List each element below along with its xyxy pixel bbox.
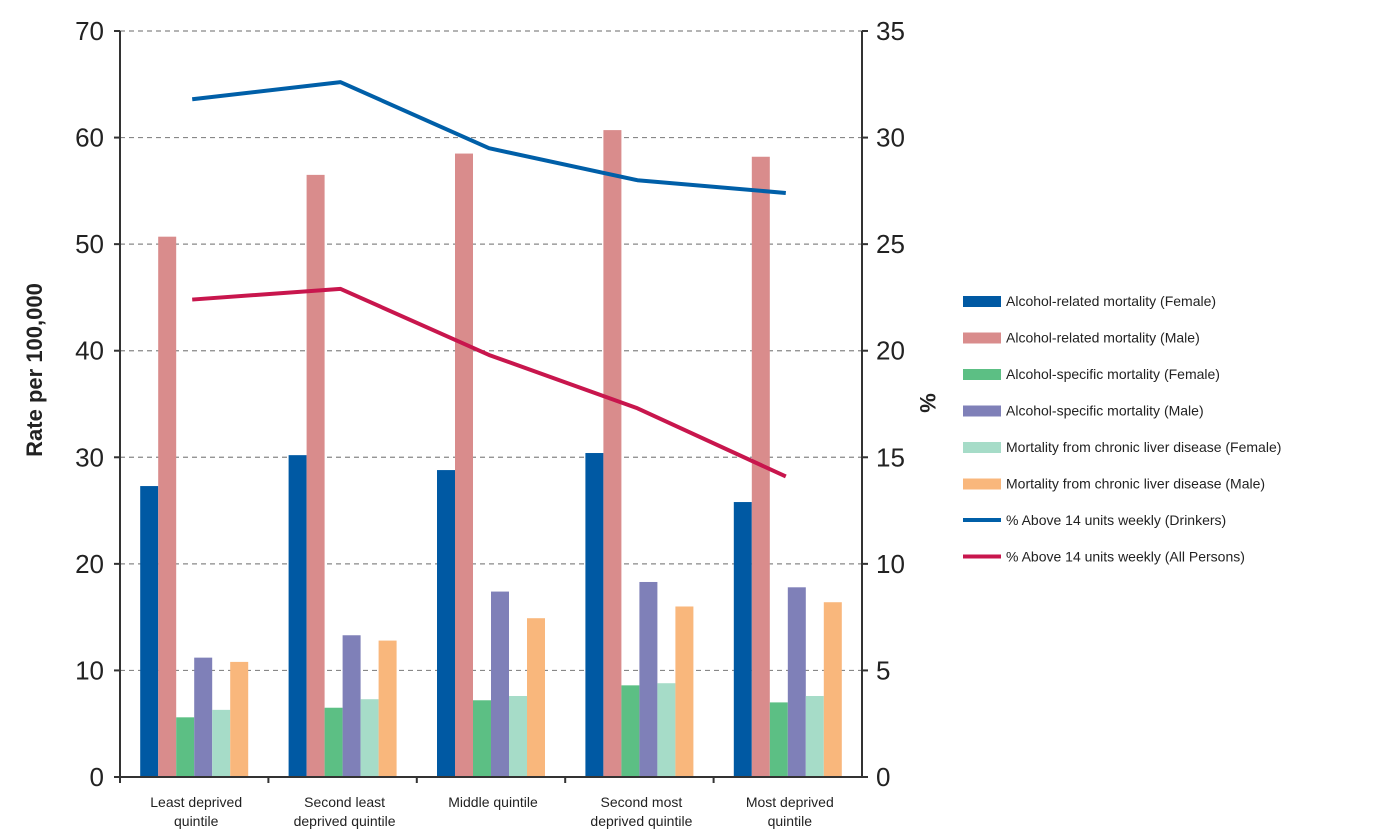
y2-tick-label: 10: [876, 549, 905, 579]
legend-swatch: [963, 296, 1001, 307]
x-tick-label: Second least deprived quintile: [294, 794, 396, 829]
bar: [324, 707, 343, 777]
y-tick-label: 30: [75, 442, 104, 472]
series-line: [192, 286, 787, 479]
y2-tick-label: 25: [876, 229, 905, 259]
y2-tick-label: 15: [876, 442, 905, 472]
legend-swatch: [963, 518, 1001, 522]
bar: [306, 174, 325, 777]
bar: [342, 635, 361, 777]
legend-swatch: [963, 478, 1001, 490]
bar: [733, 502, 752, 777]
y2-tick-label: 20: [876, 336, 905, 366]
bar: [509, 696, 527, 777]
bar: [675, 606, 694, 777]
legend-label: Alcohol-specific mortality (Male): [1006, 403, 1204, 419]
tick-labels: 0 10 20 30 40 50 60 70 0 5 10 15 20 25 30 35 Least depri…: [75, 16, 905, 829]
x-tick-label: Least deprived quintile: [150, 794, 242, 829]
bar: [230, 661, 249, 777]
legend-label: % Above 14 units weekly (Drinkers): [1006, 512, 1226, 528]
y-tick-label: 0: [90, 762, 104, 792]
legend-swatch: [963, 554, 1001, 559]
bar: [527, 618, 545, 777]
bar: [437, 470, 455, 777]
legend-label: Alcohol-specific mortality (Female): [1006, 366, 1220, 382]
bar: [805, 696, 824, 777]
bar: [657, 683, 676, 777]
bar: [473, 700, 491, 777]
bar: [639, 581, 658, 777]
y-axis-title: Rate per 100,000: [22, 283, 47, 457]
axes: [119, 31, 863, 778]
y2-tick-label: 0: [876, 762, 890, 792]
x-tick-label: Middle quintile: [448, 794, 538, 810]
y-tick-label: 40: [75, 336, 104, 366]
bar: [769, 702, 788, 777]
bar: [212, 709, 231, 777]
bar: [621, 685, 640, 777]
y2-axis-title: %: [915, 393, 940, 413]
y-tick-label: 60: [75, 123, 104, 153]
y2-tick-label: 35: [876, 16, 905, 46]
y-tick-label: 10: [75, 655, 104, 685]
lines: [191, 80, 787, 479]
bar: [455, 153, 473, 778]
legend-swatch: [963, 405, 1001, 417]
x-tick-label: Second most deprived quintile: [590, 794, 692, 829]
legend-label: Mortality from chronic liver disease (Ma…: [1006, 476, 1265, 492]
y2-tick-label: 5: [876, 655, 890, 685]
bar: [158, 236, 177, 777]
bar: [823, 602, 842, 777]
bar: [288, 455, 307, 777]
legend-label: Alcohol-related mortality (Female): [1006, 293, 1216, 309]
bar: [603, 130, 622, 777]
legend-label: Mortality from chronic liver disease (Fe…: [1006, 439, 1281, 455]
bar: [378, 640, 397, 777]
legend-swatch: [963, 369, 1001, 380]
x-tick-label: Most deprived quintile: [746, 794, 834, 829]
bar: [194, 657, 213, 777]
bar: [176, 717, 195, 777]
legend-label: Alcohol-related mortality (Male): [1006, 330, 1200, 346]
y2-tick-label: 30: [876, 123, 905, 153]
legend: Alcohol-related mortality (Female) Alcoho…: [963, 293, 1281, 565]
y-tick-label: 70: [75, 16, 104, 46]
bar: [585, 453, 604, 777]
legend-label: % Above 14 units weekly (All Persons): [1006, 549, 1245, 565]
legend-swatch: [963, 332, 1001, 344]
bar: [787, 587, 806, 777]
y-tick-label: 50: [75, 229, 104, 259]
bar: [140, 486, 159, 777]
series-line: [191, 80, 786, 195]
bar: [360, 699, 379, 777]
bar: [491, 591, 509, 777]
y-tick-label: 20: [75, 549, 104, 579]
legend-swatch: [963, 442, 1001, 453]
